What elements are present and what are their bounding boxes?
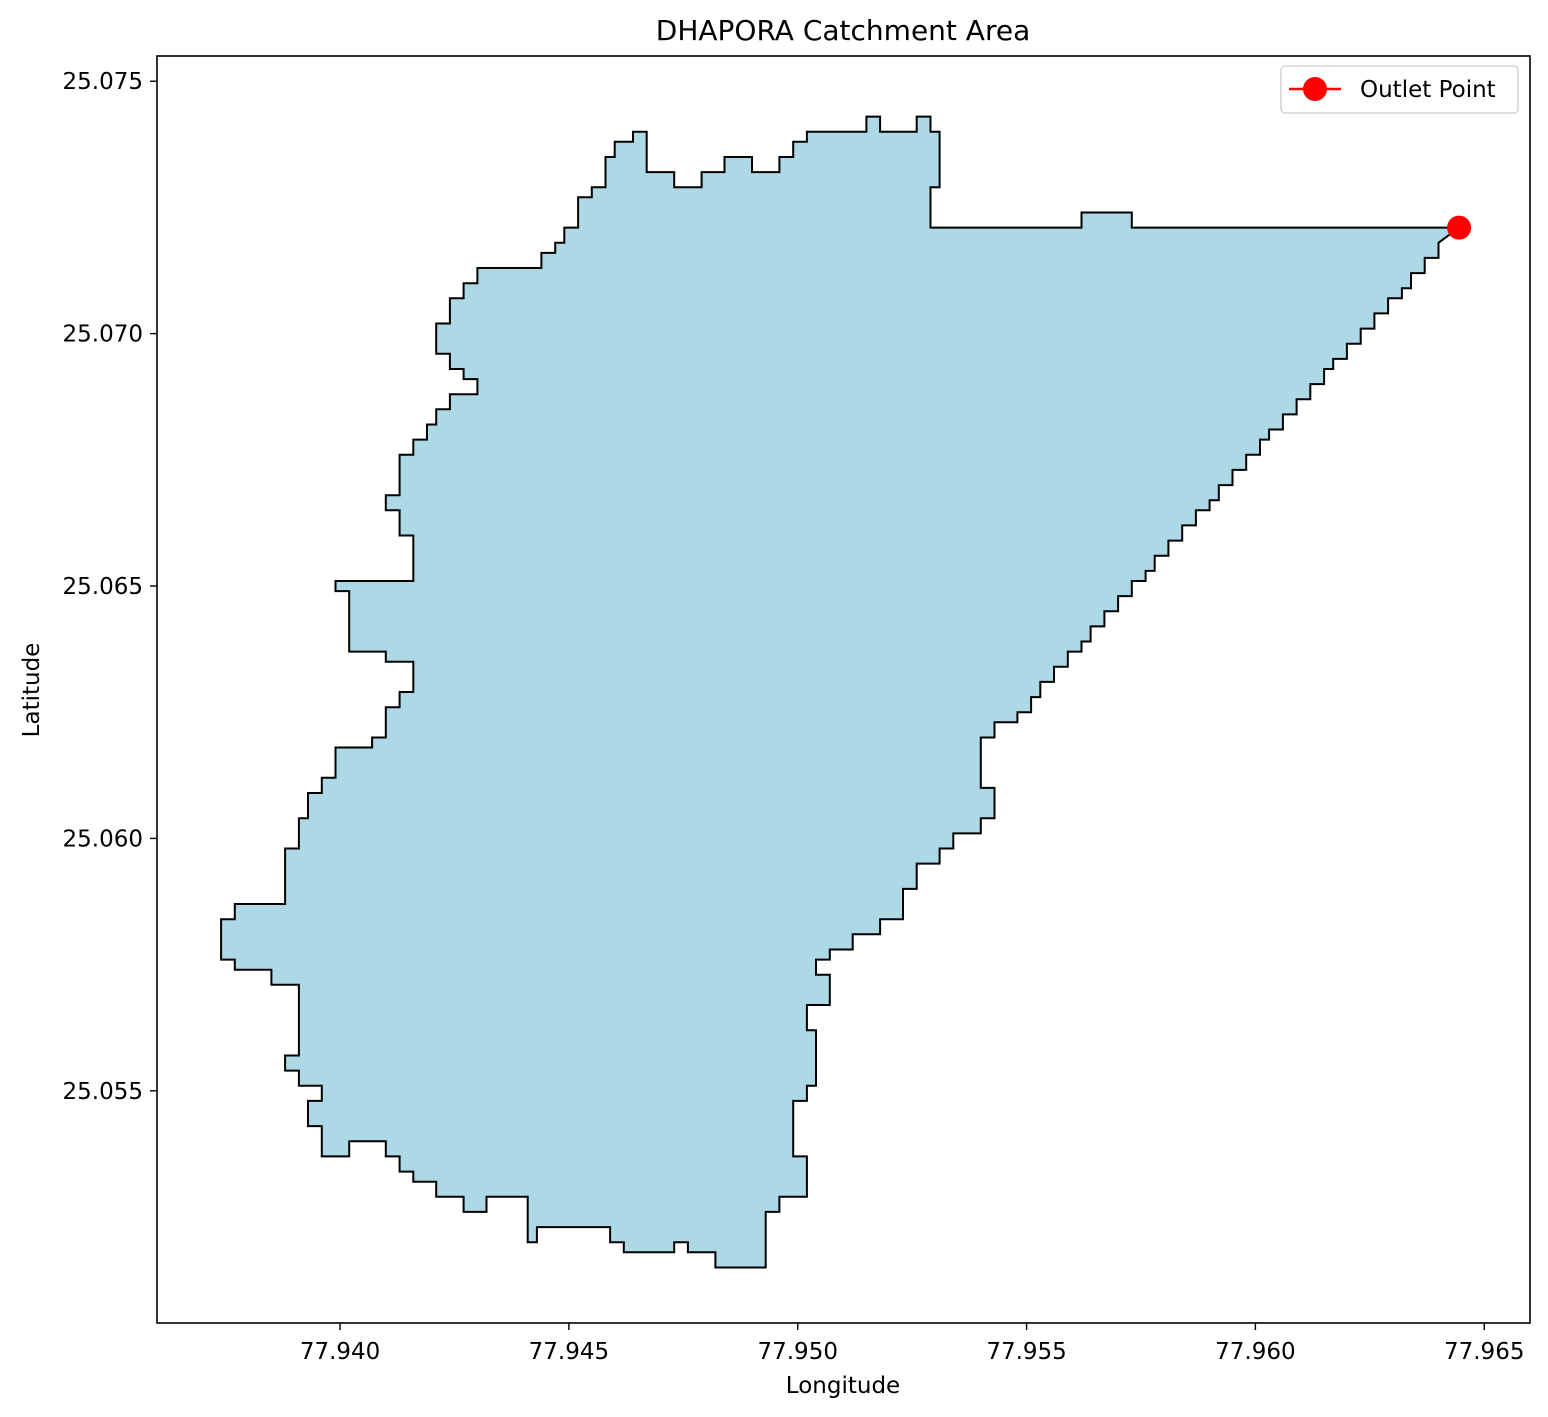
x-axis: 77.940 77.945 77.950 77.955 77.960 77.965 (300, 1323, 1524, 1365)
catchment-polygon (220, 115, 1463, 1269)
y-tick-label: 25.065 (63, 574, 143, 600)
x-axis-label: Longitude (786, 1373, 900, 1399)
y-axis: 25.055 25.060 25.065 25.070 25.075 (63, 69, 157, 1105)
legend-label: Outlet Point (1360, 77, 1496, 103)
legend: Outlet Point (1280, 65, 1519, 114)
x-tick-label: 77.960 (1215, 1339, 1295, 1365)
y-axis-label: Latitude (19, 643, 45, 738)
legend-box (1280, 65, 1519, 114)
y-tick-label: 25.060 (63, 826, 143, 852)
plot-area (220, 115, 1472, 1269)
x-tick-label: 77.950 (757, 1339, 837, 1365)
y-tick-label: 25.055 (63, 1079, 143, 1105)
x-tick-label: 77.965 (1444, 1339, 1524, 1365)
chart-title: DHAPORA Catchment Area (656, 14, 1030, 47)
x-tick-label: 77.945 (529, 1339, 609, 1365)
x-tick-label: 77.940 (300, 1339, 380, 1365)
y-tick-label: 25.070 (63, 322, 143, 348)
x-tick-label: 77.955 (986, 1339, 1066, 1365)
plot-frame (156, 55, 1531, 1324)
outlet-point-marker (1447, 215, 1472, 240)
legend-marker-icon (1303, 77, 1327, 101)
y-tick-label: 25.075 (63, 69, 143, 95)
